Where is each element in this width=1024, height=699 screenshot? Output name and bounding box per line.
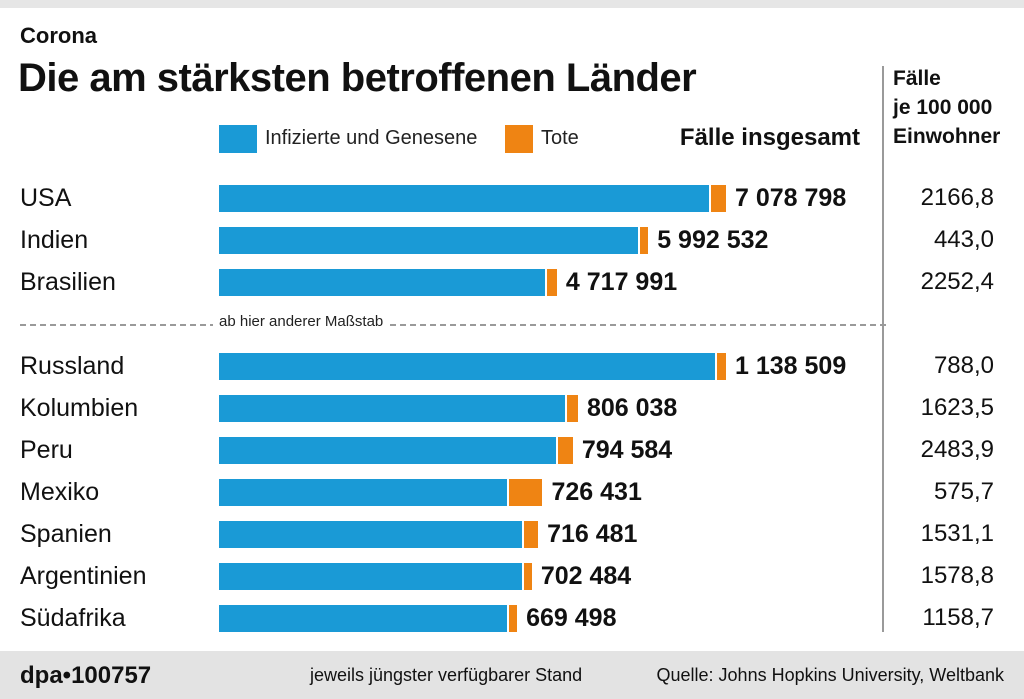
total-value: 4 717 991 <box>565 268 678 296</box>
bar-deaths <box>711 185 726 212</box>
total-column-header: Fälle insgesamt <box>679 124 860 151</box>
total-value: 702 484 <box>540 562 632 590</box>
column-divider <box>882 66 884 632</box>
legend-label-infected: Infizierte und Genesene <box>265 127 478 149</box>
country-label: Indien <box>20 226 89 254</box>
rate-header-line: je 100 000 <box>893 96 993 119</box>
footer: dpa•100757 jeweils jüngster verfügbarer … <box>0 651 1024 699</box>
rate-value: 1578,8 <box>920 562 994 589</box>
bar-deaths <box>640 227 649 254</box>
bar-infected <box>219 563 522 590</box>
bar-deaths <box>716 353 726 380</box>
bar-deaths <box>523 521 539 548</box>
bar-infected <box>219 521 522 548</box>
rate-column-header: Fälle je 100 000 Einwohner <box>893 64 1000 151</box>
total-value: 7 078 798 <box>735 184 847 212</box>
bar-deaths <box>508 479 543 506</box>
country-label: Russland <box>20 352 125 380</box>
bar-deaths <box>509 605 518 632</box>
country-label: Kolumbien <box>20 394 139 422</box>
rate-value: 2252,4 <box>920 268 994 295</box>
country-label: Peru <box>20 436 73 464</box>
total-value: 5 992 532 <box>657 226 769 254</box>
rate-value: 788,0 <box>933 352 994 379</box>
bar-infected <box>219 353 715 380</box>
bar-infected <box>219 395 565 422</box>
scale-break-line <box>20 324 886 326</box>
dpa-credit: dpa•100757 <box>20 662 152 689</box>
rate-value: 1158,7 <box>922 604 994 631</box>
bar-infected <box>219 605 508 632</box>
rate-value: 1623,5 <box>920 394 994 421</box>
rate-value: 443,0 <box>933 226 994 253</box>
bar-infected <box>219 437 556 464</box>
total-value: 716 481 <box>547 520 638 548</box>
rate-value: 575,7 <box>933 478 994 505</box>
chart-title: Die am stärksten betroffenen Länder <box>18 56 697 100</box>
stand-note: jeweils jüngster verfügbarer Stand <box>310 665 583 685</box>
total-value: 1 138 509 <box>735 352 847 380</box>
country-label: Südafrika <box>20 604 126 632</box>
country-label: USA <box>20 184 72 212</box>
rate-value: 2166,8 <box>920 184 994 211</box>
total-value: 806 038 <box>586 394 678 422</box>
bar-deaths <box>546 269 557 296</box>
bar-deaths <box>557 437 573 464</box>
rate-value: 1531,1 <box>920 520 994 547</box>
rate-header-line: Einwohner <box>893 125 1001 148</box>
top-rule <box>0 0 1024 8</box>
bar-infected <box>219 185 710 212</box>
bar-deaths <box>523 563 532 590</box>
bar-infected <box>219 479 507 506</box>
chart-kicker: Corona <box>20 23 97 48</box>
scale-break-note: ab hier anderer Maßstab <box>213 313 390 330</box>
country-label: Argentinien <box>20 562 147 590</box>
country-label: Spanien <box>20 520 112 548</box>
source-note: Quelle: Johns Hopkins University, Weltba… <box>656 665 1004 685</box>
legend-label-deaths: Tote <box>541 127 579 149</box>
legend-swatch-infected <box>219 125 257 153</box>
legend-swatch-deaths <box>505 125 533 153</box>
total-value: 669 498 <box>526 604 617 632</box>
rate-header-line: Fälle <box>893 67 941 90</box>
total-value: 726 431 <box>551 478 642 506</box>
bar-deaths <box>566 395 578 422</box>
bar-infected <box>219 227 639 254</box>
country-label: Mexiko <box>20 478 100 506</box>
country-label: Brasilien <box>20 268 116 296</box>
rate-value: 2483,9 <box>920 436 994 463</box>
bar-infected <box>219 269 545 296</box>
total-value: 794 584 <box>581 436 673 464</box>
